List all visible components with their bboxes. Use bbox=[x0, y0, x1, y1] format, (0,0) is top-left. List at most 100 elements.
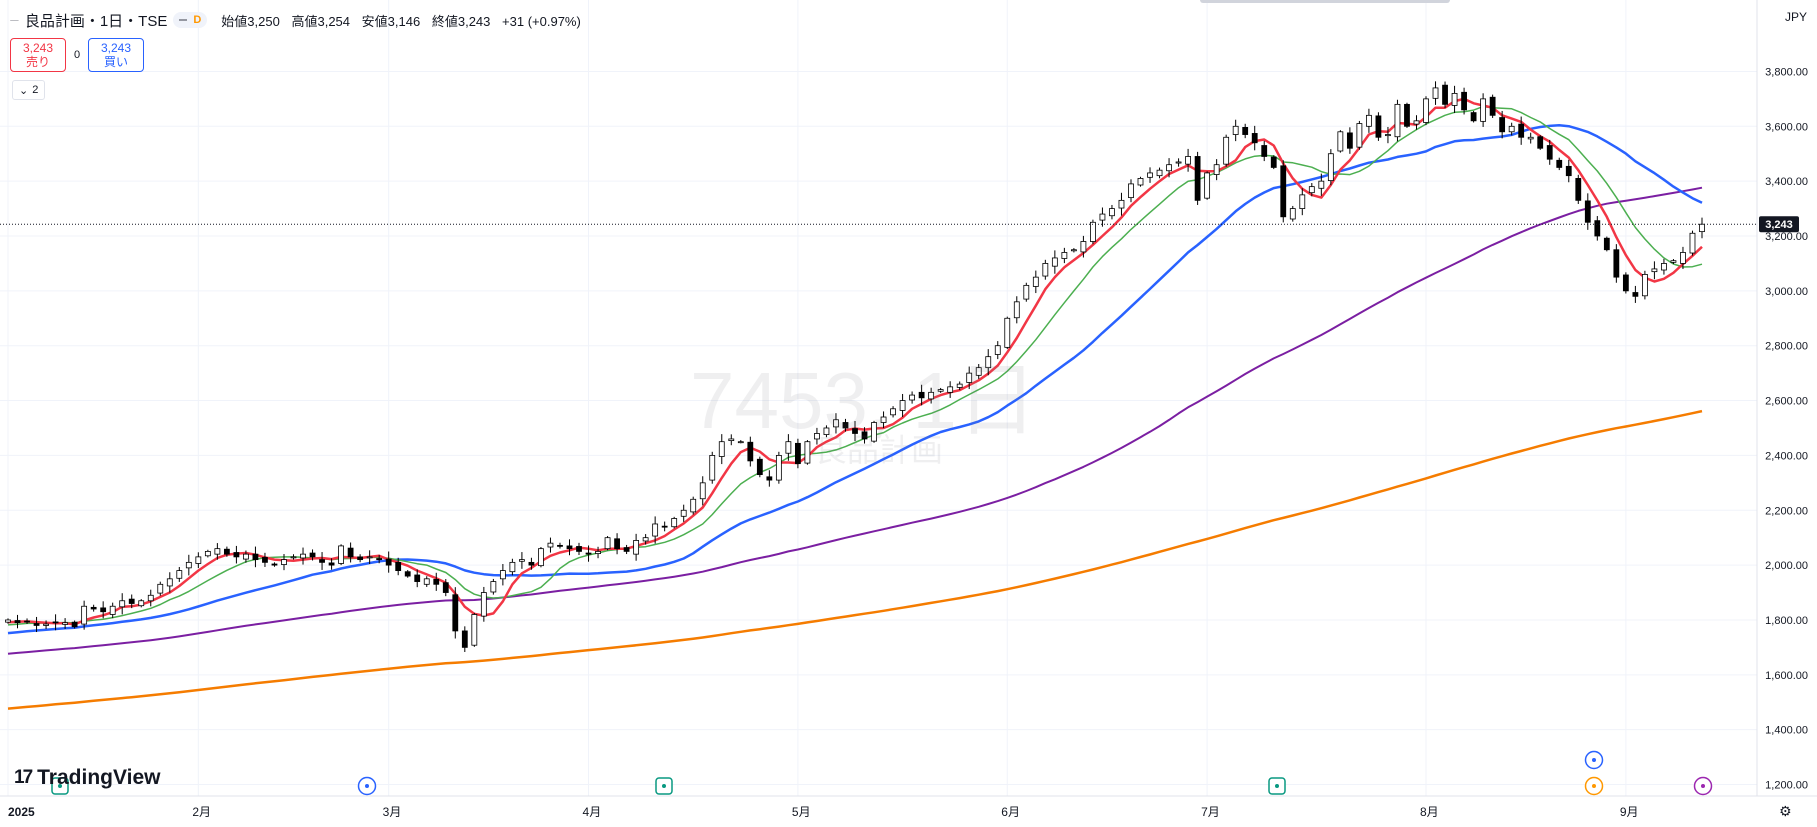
candle-body bbox=[1480, 98, 1487, 122]
tradingview-logo-icon: 17 bbox=[14, 767, 33, 788]
symbol-title[interactable]: 良品計画・1日・TSE bbox=[24, 12, 168, 30]
candle-body bbox=[1442, 84, 1448, 105]
candle-body bbox=[1546, 145, 1553, 160]
candle-body bbox=[1499, 117, 1506, 133]
candle-body bbox=[737, 441, 744, 444]
earnings-marker-icon[interactable] bbox=[655, 777, 673, 795]
candle-body bbox=[1632, 292, 1639, 297]
candle-body bbox=[338, 545, 344, 564]
candle-body bbox=[1385, 134, 1391, 137]
low-label: 安値 bbox=[361, 13, 388, 29]
lightning-marker-icon[interactable] bbox=[1693, 776, 1713, 796]
close-label: 終値 bbox=[431, 13, 458, 29]
candle-body bbox=[937, 389, 944, 392]
candle-body bbox=[100, 607, 107, 613]
candle-body bbox=[1194, 156, 1201, 201]
candle-body bbox=[709, 455, 716, 481]
indicators-toggle-button[interactable]: ⌄ 2 bbox=[12, 80, 46, 100]
split-marker-icon[interactable] bbox=[1584, 776, 1604, 796]
candle-body bbox=[1289, 208, 1296, 220]
symbol-watermark: 7453, 1日 bbox=[690, 356, 1037, 445]
candle-body bbox=[1641, 274, 1648, 297]
spread-value: 0 bbox=[73, 49, 81, 61]
tradingview-logo[interactable]: 17 TradingView bbox=[14, 766, 160, 790]
time-tick-label: 9月 bbox=[1620, 805, 1639, 819]
marker-dot bbox=[662, 784, 666, 788]
candle-body bbox=[528, 561, 535, 566]
price-axis[interactable]: 1,200.00 1,400.00 1,600.00 1,800.00 2,000.00… bbox=[0, 0, 1817, 797]
marker-dot bbox=[1701, 784, 1705, 788]
candle-body bbox=[1356, 123, 1363, 148]
price-tick-label: 1,800.00 bbox=[1765, 615, 1808, 627]
candle-body bbox=[1565, 165, 1572, 177]
candle-body bbox=[385, 558, 392, 566]
candle-body bbox=[1280, 165, 1287, 218]
candle-body bbox=[1451, 92, 1458, 106]
candle-body bbox=[794, 442, 801, 465]
buy-button[interactable]: 3,243 買い bbox=[88, 38, 144, 72]
candle-body bbox=[1680, 252, 1686, 264]
candle-body bbox=[14, 620, 21, 624]
candle-body bbox=[452, 594, 459, 632]
candle-body bbox=[1061, 252, 1068, 259]
ma-200-line bbox=[7, 409, 1703, 710]
time-axis[interactable]: 2025 2月 3月 4月 5月 6月 7月 8月 9月 bbox=[8, 805, 1639, 819]
candle-body bbox=[1661, 263, 1667, 271]
low-value: 3,146 bbox=[387, 13, 421, 29]
ma-25-line bbox=[7, 124, 1703, 635]
top-drag-handle[interactable] bbox=[1200, 0, 1450, 3]
price-tick-label: 3,600.00 bbox=[1765, 121, 1808, 133]
sell-button[interactable]: 3,243 売り bbox=[10, 38, 66, 72]
candle-body bbox=[52, 621, 59, 624]
dividend-marker-icon[interactable] bbox=[357, 776, 377, 796]
candle-body bbox=[24, 620, 30, 623]
candle-body bbox=[62, 622, 69, 625]
event-markers[interactable] bbox=[51, 750, 1713, 796]
earnings-marker-icon[interactable] bbox=[1268, 777, 1286, 795]
candle-body bbox=[33, 623, 40, 626]
candle-body bbox=[281, 559, 287, 565]
dividend-marker-icon[interactable] bbox=[1584, 750, 1604, 770]
candle-body bbox=[1527, 136, 1534, 140]
time-tick-label: 4月 bbox=[583, 805, 602, 819]
candle-body bbox=[1128, 183, 1134, 199]
candle-body bbox=[785, 441, 792, 454]
candle-body bbox=[1699, 223, 1705, 233]
marker-dot bbox=[365, 784, 369, 788]
grid-lines bbox=[0, 0, 1757, 796]
candle-body bbox=[1070, 249, 1077, 252]
candle-body bbox=[814, 433, 820, 440]
candle-body bbox=[1013, 301, 1020, 319]
candle-body bbox=[1327, 153, 1334, 182]
candle-body bbox=[1299, 194, 1306, 209]
candle-body bbox=[204, 550, 211, 557]
tradingview-logo-text: TradingView bbox=[37, 766, 161, 789]
name-watermark: 良品計画 bbox=[815, 432, 944, 468]
gear-icon[interactable]: ⚙ bbox=[1779, 803, 1792, 819]
price-tick-label: 3,400.00 bbox=[1765, 176, 1808, 188]
earnings-marker-icon[interactable] bbox=[51, 777, 69, 795]
candle-body bbox=[823, 427, 830, 435]
candle-body bbox=[233, 552, 240, 558]
candle-body bbox=[1308, 186, 1315, 194]
candle-body bbox=[633, 540, 640, 555]
candle-body bbox=[71, 621, 78, 628]
candle-body bbox=[300, 553, 306, 559]
candle-body bbox=[1251, 133, 1258, 144]
candle-body bbox=[1689, 232, 1696, 254]
candle-body bbox=[699, 482, 706, 500]
candle-body bbox=[395, 561, 402, 571]
delay-badge: D bbox=[193, 14, 202, 26]
candle-body bbox=[1423, 98, 1429, 123]
currency-label[interactable]: JPY bbox=[1784, 10, 1807, 24]
candle-body bbox=[614, 538, 620, 550]
candle-body bbox=[1613, 249, 1620, 278]
status-pill[interactable]: D bbox=[173, 12, 208, 28]
time-tick-label: 6月 bbox=[1001, 805, 1020, 819]
price-tick-label: 2,800.00 bbox=[1765, 341, 1808, 353]
candle-body bbox=[1109, 208, 1115, 217]
candle-body bbox=[1204, 172, 1211, 199]
candle-body bbox=[471, 614, 478, 646]
candle-body bbox=[804, 441, 811, 464]
